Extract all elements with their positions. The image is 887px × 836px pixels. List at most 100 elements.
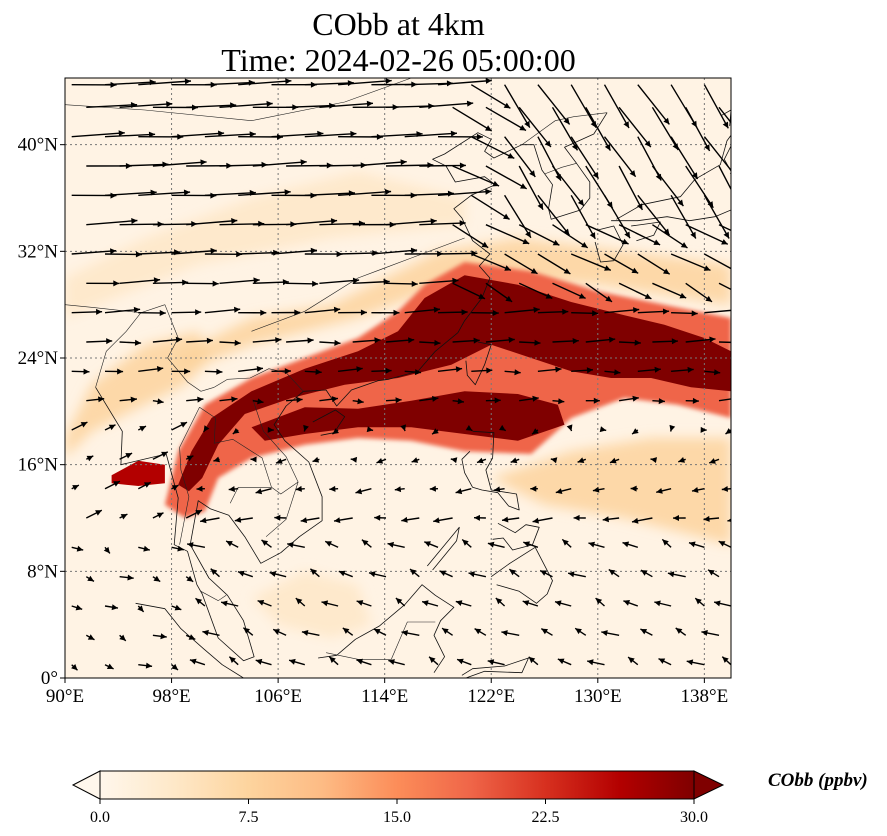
- wind-arrow: [727, 518, 731, 523]
- lon-tick-label: 122°E: [467, 686, 515, 707]
- border-myanmar-thai: [179, 407, 200, 545]
- wind-arrow: [471, 253, 512, 271]
- wind-arrow: [286, 396, 303, 403]
- wind-arrow: [640, 628, 653, 636]
- wind-arrow: [573, 514, 586, 521]
- wind-arrow: [455, 488, 472, 495]
- wind-arrow: [304, 368, 322, 375]
- longitude-ticks: 90°E 98°E 106°E 114°E 122°E 130°E 138°E: [46, 678, 728, 707]
- wind-arrow: [303, 424, 309, 432]
- border-korea-dmz: [544, 163, 577, 175]
- wind-arrow: [275, 458, 287, 464]
- wind-arrow: [271, 247, 318, 255]
- wind-arrow: [119, 574, 134, 581]
- wind-arrow: [485, 282, 513, 303]
- lon-tick-label: 130°E: [574, 686, 622, 707]
- wind-arrow: [730, 572, 731, 573]
- wind-arrow: [637, 253, 671, 275]
- wind-arrow: [431, 428, 439, 435]
- lat-tick-label: 40°N: [18, 135, 59, 156]
- wind-arrow: [104, 424, 116, 431]
- wind-arrow: [487, 659, 505, 666]
- wind-arrow: [470, 194, 510, 220]
- wind-arrow: [85, 634, 95, 641]
- wind-arrow: [437, 366, 463, 373]
- map-frame: [64, 77, 732, 679]
- wind-arrow: [71, 604, 83, 611]
- wind-arrow: [104, 306, 141, 314]
- wind-arrow: [736, 628, 746, 636]
- wind-arrow: [601, 630, 620, 636]
- wind-arrow: [585, 397, 600, 404]
- wind-arrow: [71, 421, 88, 431]
- wind-arrow: [119, 452, 133, 460]
- wind-arrow: [551, 106, 579, 151]
- colorbar-tick-label: 30.0: [680, 809, 708, 826]
- wind-arrow: [485, 106, 527, 132]
- wind-arrow: [555, 488, 572, 494]
- lon-tick-label: 138°E: [681, 686, 729, 707]
- wind-arrow: [661, 538, 672, 548]
- wind-arrow: [637, 136, 662, 181]
- plume-patch-west: [111, 460, 165, 486]
- wind-arrow: [185, 509, 203, 519]
- wind-arrow: [195, 597, 206, 607]
- border-cambodia-vietnam: [265, 481, 299, 537]
- wind-arrow: [465, 425, 473, 432]
- border-myanmar-china: [164, 304, 215, 392]
- wind-arrow: [470, 136, 515, 160]
- wind-arrow: [186, 396, 204, 403]
- wind-arrow: [604, 307, 640, 314]
- lat-tick-label: 16°N: [18, 455, 59, 476]
- gridlines: [65, 78, 731, 678]
- wind-arrow: [631, 517, 653, 524]
- wind-arrow: [104, 368, 124, 375]
- wind-arrow: [691, 487, 705, 493]
- wind-arrow: [441, 627, 453, 636]
- lat-tick-label: 8°N: [27, 561, 58, 582]
- wind-arrow: [474, 627, 487, 636]
- wind-arrow: [385, 280, 418, 287]
- wind-arrow: [707, 569, 720, 578]
- wind-arrow: [419, 339, 441, 346]
- wind-arrow: [411, 457, 420, 463]
- wind-arrow: [286, 218, 338, 226]
- map-plot-area[interactable]: [65, 78, 782, 678]
- wind-arrow: [387, 541, 405, 548]
- wind-arrow: [196, 485, 205, 492]
- wind-arrow: [603, 136, 637, 178]
- wind-arrow: [295, 597, 306, 607]
- wind-arrow: [746, 225, 782, 248]
- wind-arrow: [439, 570, 453, 578]
- wind-arrow: [312, 456, 320, 463]
- wind-arrow: [171, 368, 191, 375]
- wind-arrow: [537, 366, 562, 373]
- colorbar-ticks: 0.0 7.5 15.0 22.5 30.0: [90, 799, 708, 826]
- wind-arrow: [269, 571, 287, 578]
- wind-arrow: [703, 84, 729, 129]
- wind-arrow: [186, 218, 238, 226]
- wind-arrow: [608, 568, 620, 578]
- wind-arrow: [730, 370, 731, 372]
- wind-arrow: [85, 509, 103, 519]
- wind-arrow: [694, 597, 705, 607]
- wind-arrow: [637, 366, 661, 373]
- wind-arrow: [539, 569, 553, 578]
- wind-arrow: [468, 571, 487, 578]
- wind-arrow: [530, 485, 538, 492]
- wind-arrow: [685, 165, 714, 209]
- colorbar-tick-label: 15.0: [383, 809, 411, 826]
- wind-arrow: [532, 517, 553, 524]
- wind-arrow: [652, 224, 688, 249]
- wind-arrow: [592, 486, 605, 493]
- wind-arrow: [350, 456, 358, 463]
- wind-arrow: [219, 396, 238, 403]
- border-malaysia-thai: [200, 591, 227, 602]
- wind-arrow: [255, 488, 272, 495]
- border-thai-laos: [199, 407, 272, 504]
- wind-arrow: [119, 513, 128, 520]
- wind-arrow: [618, 106, 652, 148]
- wind-arrow: [85, 575, 95, 582]
- wind-arrow: [171, 421, 188, 431]
- wind-arrow: [456, 658, 472, 666]
